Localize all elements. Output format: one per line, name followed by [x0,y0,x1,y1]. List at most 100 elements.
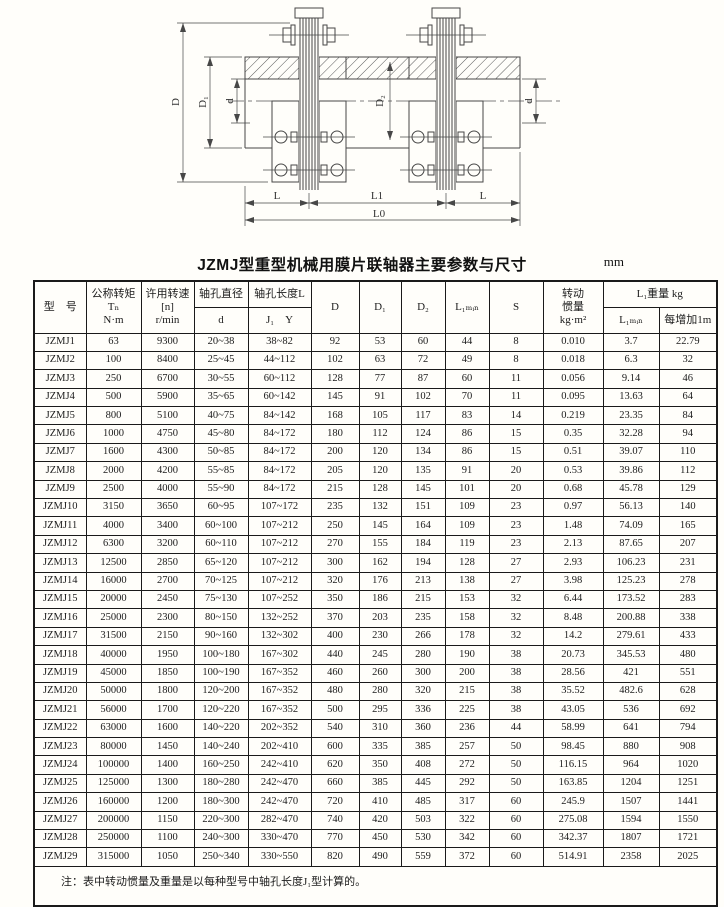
value-cell: 280 [358,681,402,702]
value-cell: 86 [444,424,490,444]
value-cell: 129 [658,479,718,500]
bolts-bottom-left [263,130,355,177]
value-cell: 23 [488,534,544,555]
value-cell: 38 [488,663,544,683]
value-cell: 27 [488,571,544,591]
value-cell: 342 [444,829,490,849]
table-row: JZMJ21 56000 1700 120~220 167~352 500 295 336 22… [33,700,718,720]
value-cell: 132~302 [247,626,312,647]
value-cell: 102 [310,350,360,371]
table-row: JZMJ10 3150 3650 60~95 107~172 235 132 151 109 23… [33,498,718,518]
table-row: JZMJ8 2000 4200 55~85 84~172 205 120 135 91 20 0.5… [33,461,718,481]
header-L1min: L₁ₘᵢₙ [444,280,490,334]
value-cell: 38 [488,645,544,665]
value-cell: 13.63 [602,387,660,408]
value-cell: 107~172 [247,498,312,518]
value-cell: 70 [444,387,490,408]
value-cell: 180~300 [193,792,249,812]
value-cell: 242~410 [247,755,312,775]
value-cell: 338 [658,608,718,628]
model-cell: JZMJ23 [33,737,87,757]
value-cell: 283 [658,589,718,610]
header-D2: D₂ [400,280,446,334]
value-cell: 8.48 [542,608,604,628]
value-cell: 20000 [85,589,142,610]
value-cell: 300 [400,663,446,683]
dim-label-d-right: d [523,98,535,104]
value-cell: 86 [444,442,490,463]
value-cell: 164 [400,516,446,536]
value-cell: 12500 [85,553,142,573]
model-cell: JZMJ1 [33,332,87,352]
value-cell: 820 [310,847,360,867]
value-cell: 322 [444,810,490,831]
value-cell: 153 [444,589,490,610]
value-cell: 0.53 [542,461,604,481]
value-cell: 160000 [85,792,142,812]
value-cell: 84 [658,406,718,426]
value-cell: 315000 [85,847,142,867]
value-cell: 98.45 [542,737,604,757]
value-cell: 500 [310,700,360,720]
value-cell: 421 [602,663,660,683]
unit-label: mm [603,254,624,269]
value-cell: 50000 [85,681,142,702]
value-cell: 60 [444,369,490,389]
value-cell: 200.88 [602,608,660,628]
diaphragm-pack-left [263,7,355,192]
table-row: JZMJ25 125000 1300 180~280 242~470 660 385 445 2… [33,773,718,794]
value-cell: 151 [400,498,446,518]
value-cell: 60 [488,829,544,849]
value-cell: 14 [488,406,544,426]
value-cell: 235 [310,498,360,518]
value-cell: 230 [358,626,402,647]
value-cell: 2700 [140,571,195,591]
value-cell: 84~172 [247,424,312,444]
value-cell: 908 [658,737,718,757]
value-cell: 282~470 [247,810,312,831]
value-cell: 300 [310,553,360,573]
value-cell: 530 [400,829,446,849]
model-cell: JZMJ20 [33,681,87,702]
header-weight-per-m: 每增加1m [658,306,718,334]
value-cell: 235 [400,608,446,628]
value-cell: 15 [488,424,544,444]
value-cell: 70~125 [193,571,249,591]
header-speed: 许用转速 [n] r/min [140,280,195,334]
value-cell: 92 [310,332,360,352]
value-cell: 167~302 [247,645,312,665]
value-cell: 260 [358,663,402,683]
value-cell: 2850 [140,553,195,573]
value-cell: 330~470 [247,829,312,849]
header-bore-len-sub: J₁ Y [247,306,312,334]
value-cell: 43.05 [542,700,604,720]
value-cell: 231 [658,553,718,573]
value-cell: 46 [658,369,718,389]
value-cell: 1721 [658,829,718,849]
value-cell: 770 [310,829,360,849]
value-cell: 6300 [85,534,142,555]
bolt-top-right [406,24,486,46]
value-cell: 433 [658,626,718,647]
value-cell: 107~252 [247,589,312,610]
table-row: JZMJ9 2500 4000 55~90 84~172 215 128 145 101 20 0.… [33,479,718,500]
value-cell: 330~550 [247,847,312,867]
value-cell: 3.7 [602,332,660,352]
value-cell: 135 [400,461,446,481]
title-row: JZMJ型重型机械用膜片联轴器主要参数与尺寸 mm [0,253,724,275]
value-cell: 119 [444,534,490,555]
value-cell: 490 [358,847,402,867]
value-cell: 132~252 [247,608,312,628]
value-cell: 107~212 [247,553,312,573]
value-cell: 107~212 [247,571,312,591]
table-row: JZMJ26 160000 1200 180~300 242~470 720 410 485 3… [33,792,718,812]
value-cell: 44~112 [247,350,312,371]
value-cell: 240~300 [193,829,249,849]
value-cell: 250 [85,369,142,389]
value-cell: 44 [488,718,544,739]
value-cell: 225 [444,700,490,720]
value-cell: 200 [444,663,490,683]
note-row: 注：表中转动惯量及重量是以每种型号中轴孔长度J₁型计算的。 [33,865,718,907]
value-cell: 140 [658,498,718,518]
value-cell: 242~470 [247,792,312,812]
